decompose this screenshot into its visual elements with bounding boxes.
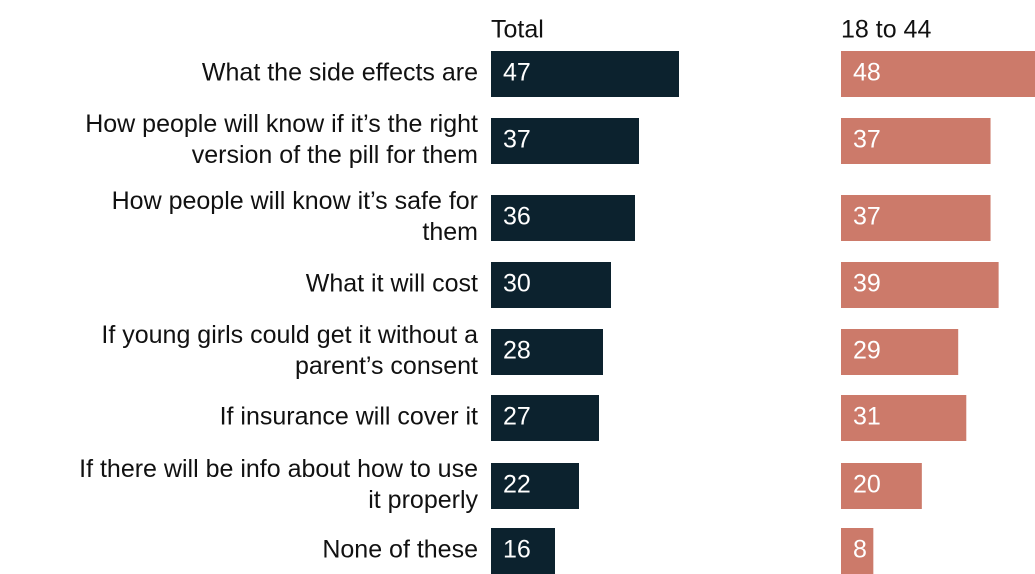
value-label: 31 bbox=[853, 403, 881, 431]
category-label: If there will be info about how to use it… bbox=[79, 455, 478, 514]
value-label: 27 bbox=[503, 403, 531, 431]
category-label-line: it properly bbox=[368, 486, 478, 514]
category-label: If insurance will cover it bbox=[220, 403, 478, 431]
bar bbox=[491, 118, 639, 164]
panel-title: Total bbox=[491, 16, 544, 44]
category-label: If young girls could get it without a par… bbox=[101, 321, 478, 380]
bar bbox=[841, 118, 991, 164]
category-label: What it will cost bbox=[306, 270, 478, 298]
category-label-line: How people will know it’s safe for bbox=[112, 187, 478, 215]
value-label: 8 bbox=[853, 536, 867, 564]
category-label-line: How people will know if it’s the right bbox=[85, 110, 478, 138]
bar bbox=[491, 528, 555, 574]
bar bbox=[841, 51, 1035, 97]
value-label: 30 bbox=[503, 270, 531, 298]
bar bbox=[841, 195, 991, 241]
category-label-line: What it will cost bbox=[306, 270, 478, 298]
category-label: What the side effects are bbox=[202, 59, 478, 87]
category-label: How people will know it’s safe for them bbox=[112, 187, 478, 246]
category-label-line: If there will be info about how to use bbox=[79, 455, 478, 483]
category-label-line: If young girls could get it without a bbox=[101, 321, 478, 349]
bar bbox=[841, 262, 999, 308]
bar bbox=[491, 195, 635, 241]
bar bbox=[491, 329, 603, 375]
panel-title: 18 to 44 bbox=[841, 16, 931, 44]
category-label-line: None of these bbox=[322, 536, 478, 564]
category-label-line: parent’s consent bbox=[295, 352, 478, 380]
category-label-line: What the side effects are bbox=[202, 59, 478, 87]
bar bbox=[491, 262, 611, 308]
value-label: 20 bbox=[853, 471, 881, 499]
value-label: 37 bbox=[503, 126, 531, 154]
category-label-line: them bbox=[422, 218, 478, 246]
value-label: 22 bbox=[503, 471, 531, 499]
category-label-line: If insurance will cover it bbox=[220, 403, 478, 431]
value-label: 47 bbox=[503, 59, 531, 87]
bar bbox=[841, 463, 922, 509]
value-label: 37 bbox=[853, 126, 881, 154]
category-label-line: version of the pill for them bbox=[192, 141, 478, 169]
category-label: How people will know if it’s the right ve… bbox=[85, 110, 478, 169]
category-label: None of these bbox=[322, 536, 478, 564]
value-label: 48 bbox=[853, 59, 881, 87]
value-label: 16 bbox=[503, 536, 531, 564]
bar bbox=[841, 395, 967, 441]
value-label: 39 bbox=[853, 270, 881, 298]
value-label: 28 bbox=[503, 337, 531, 365]
value-label: 29 bbox=[853, 337, 881, 365]
value-label: 37 bbox=[853, 203, 881, 231]
bar bbox=[491, 463, 579, 509]
bar bbox=[841, 329, 959, 375]
bar bbox=[491, 51, 679, 97]
bar bbox=[491, 395, 599, 441]
value-label: 36 bbox=[503, 203, 531, 231]
bar bbox=[841, 528, 874, 574]
